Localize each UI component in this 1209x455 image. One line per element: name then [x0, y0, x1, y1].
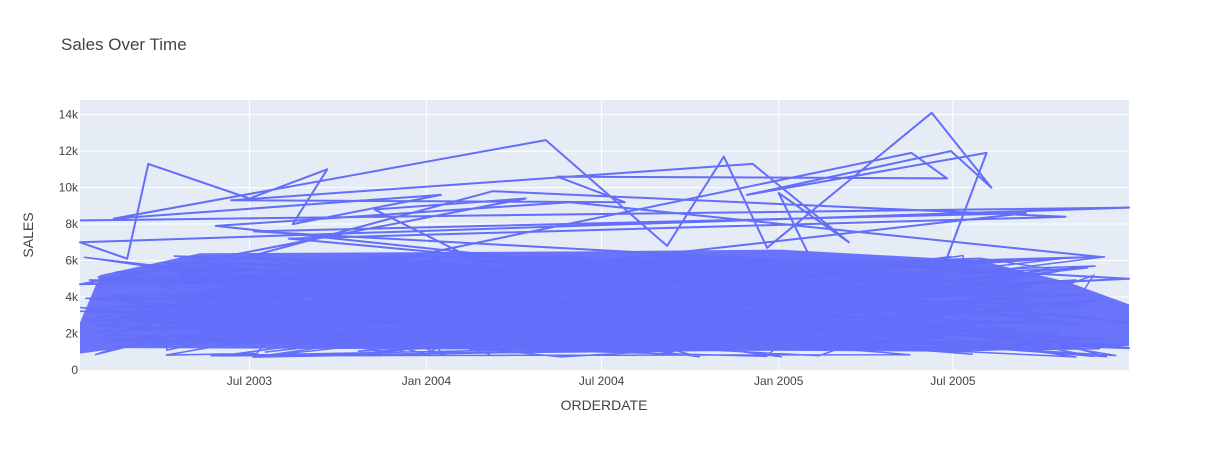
x-tick-label: Jul 2004: [579, 374, 625, 388]
y-tick-label: 2k: [65, 327, 79, 341]
series-lines: [79, 111, 1130, 358]
x-axis-title: ORDERDATE: [561, 397, 648, 413]
y-tick-label: 8k: [65, 217, 79, 231]
series-zigzag: [79, 254, 1120, 358]
x-tick-label: Jan 2005: [754, 374, 804, 388]
y-tick-label: 0: [71, 363, 78, 377]
x-tick-label: Jul 2003: [227, 374, 273, 388]
y-tick-label: 10k: [59, 181, 79, 195]
y-tick-labels: 0 2k 4k 6k 8k 10k 12k 14k: [59, 108, 79, 377]
x-tick-label: Jul 2005: [930, 374, 976, 388]
y-tick-label: 12k: [59, 144, 79, 158]
x-tick-labels: Jul 2003 Jan 2004 Jul 2004 Jan 2005 Jul 2005: [227, 374, 976, 388]
y-tick-label: 14k: [59, 108, 79, 122]
series-line: [79, 111, 1130, 350]
x-tick-label: Jan 2004: [402, 374, 452, 388]
y-tick-label: 4k: [65, 290, 79, 304]
y-tick-label: 6k: [65, 254, 79, 268]
y-axis-title: SALES: [20, 212, 36, 257]
chart-title: Sales Over Time: [61, 35, 187, 54]
